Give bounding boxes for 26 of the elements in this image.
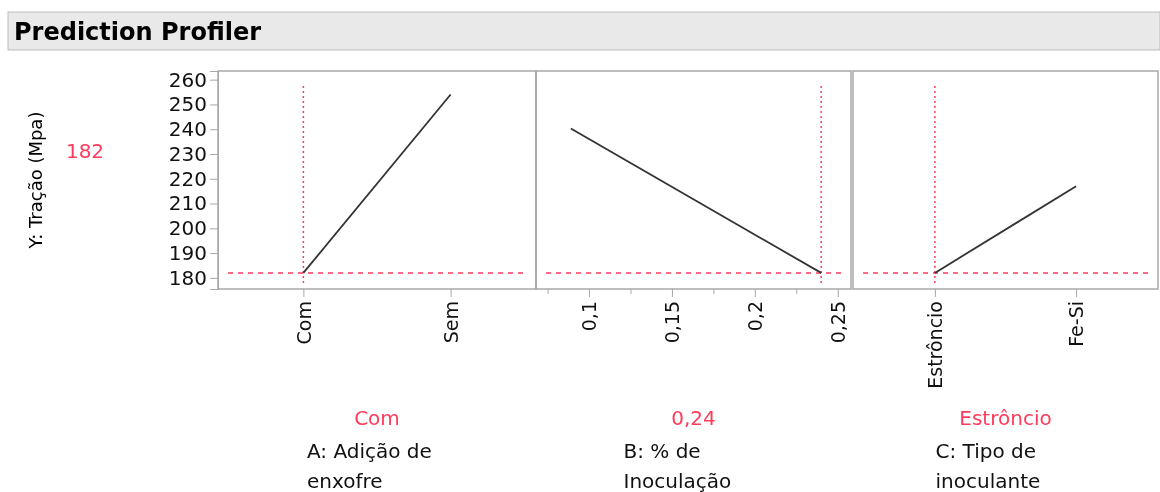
x-axis-title: B: % de Inoculação [623,439,732,492]
y-tick-label: 220 [168,166,207,191]
x-tick-label: Fe-Si [1065,301,1088,347]
y-axis-title: Y: Tração (Mpa) [25,111,46,250]
text: Estrôncio [959,406,1052,430]
y-tick-label: 250 [168,92,207,117]
text: 182 [65,139,105,163]
y-tick-label: 240 [168,117,207,142]
chart-title: Prediction Profiler [14,18,262,46]
x-tick-label: 0,15 [661,301,684,344]
y-tick-label: 230 [168,141,207,166]
y-tick-label: 190 [168,240,207,265]
text: Com [354,406,400,430]
x-tick-label: Sem [439,301,462,344]
y-tick-label: 180 [168,265,207,290]
x-tick-label: 0,1 [578,301,601,332]
x-tick-label: Com [292,301,315,345]
x-tick-label: 0,25 [826,301,849,344]
x-tick-label: Estrôncio [924,301,947,389]
x-tick-label: 0,2 [743,301,766,332]
x-axis-title: A: Adição de enxofre [307,439,432,492]
y-tick-label: 200 [168,216,207,241]
x-axis-title: C: Tipo de inoculante [935,439,1041,492]
y-tick-label: 210 [168,191,207,216]
y-tick-label: 260 [168,67,207,92]
text: 0,24 [671,406,716,430]
